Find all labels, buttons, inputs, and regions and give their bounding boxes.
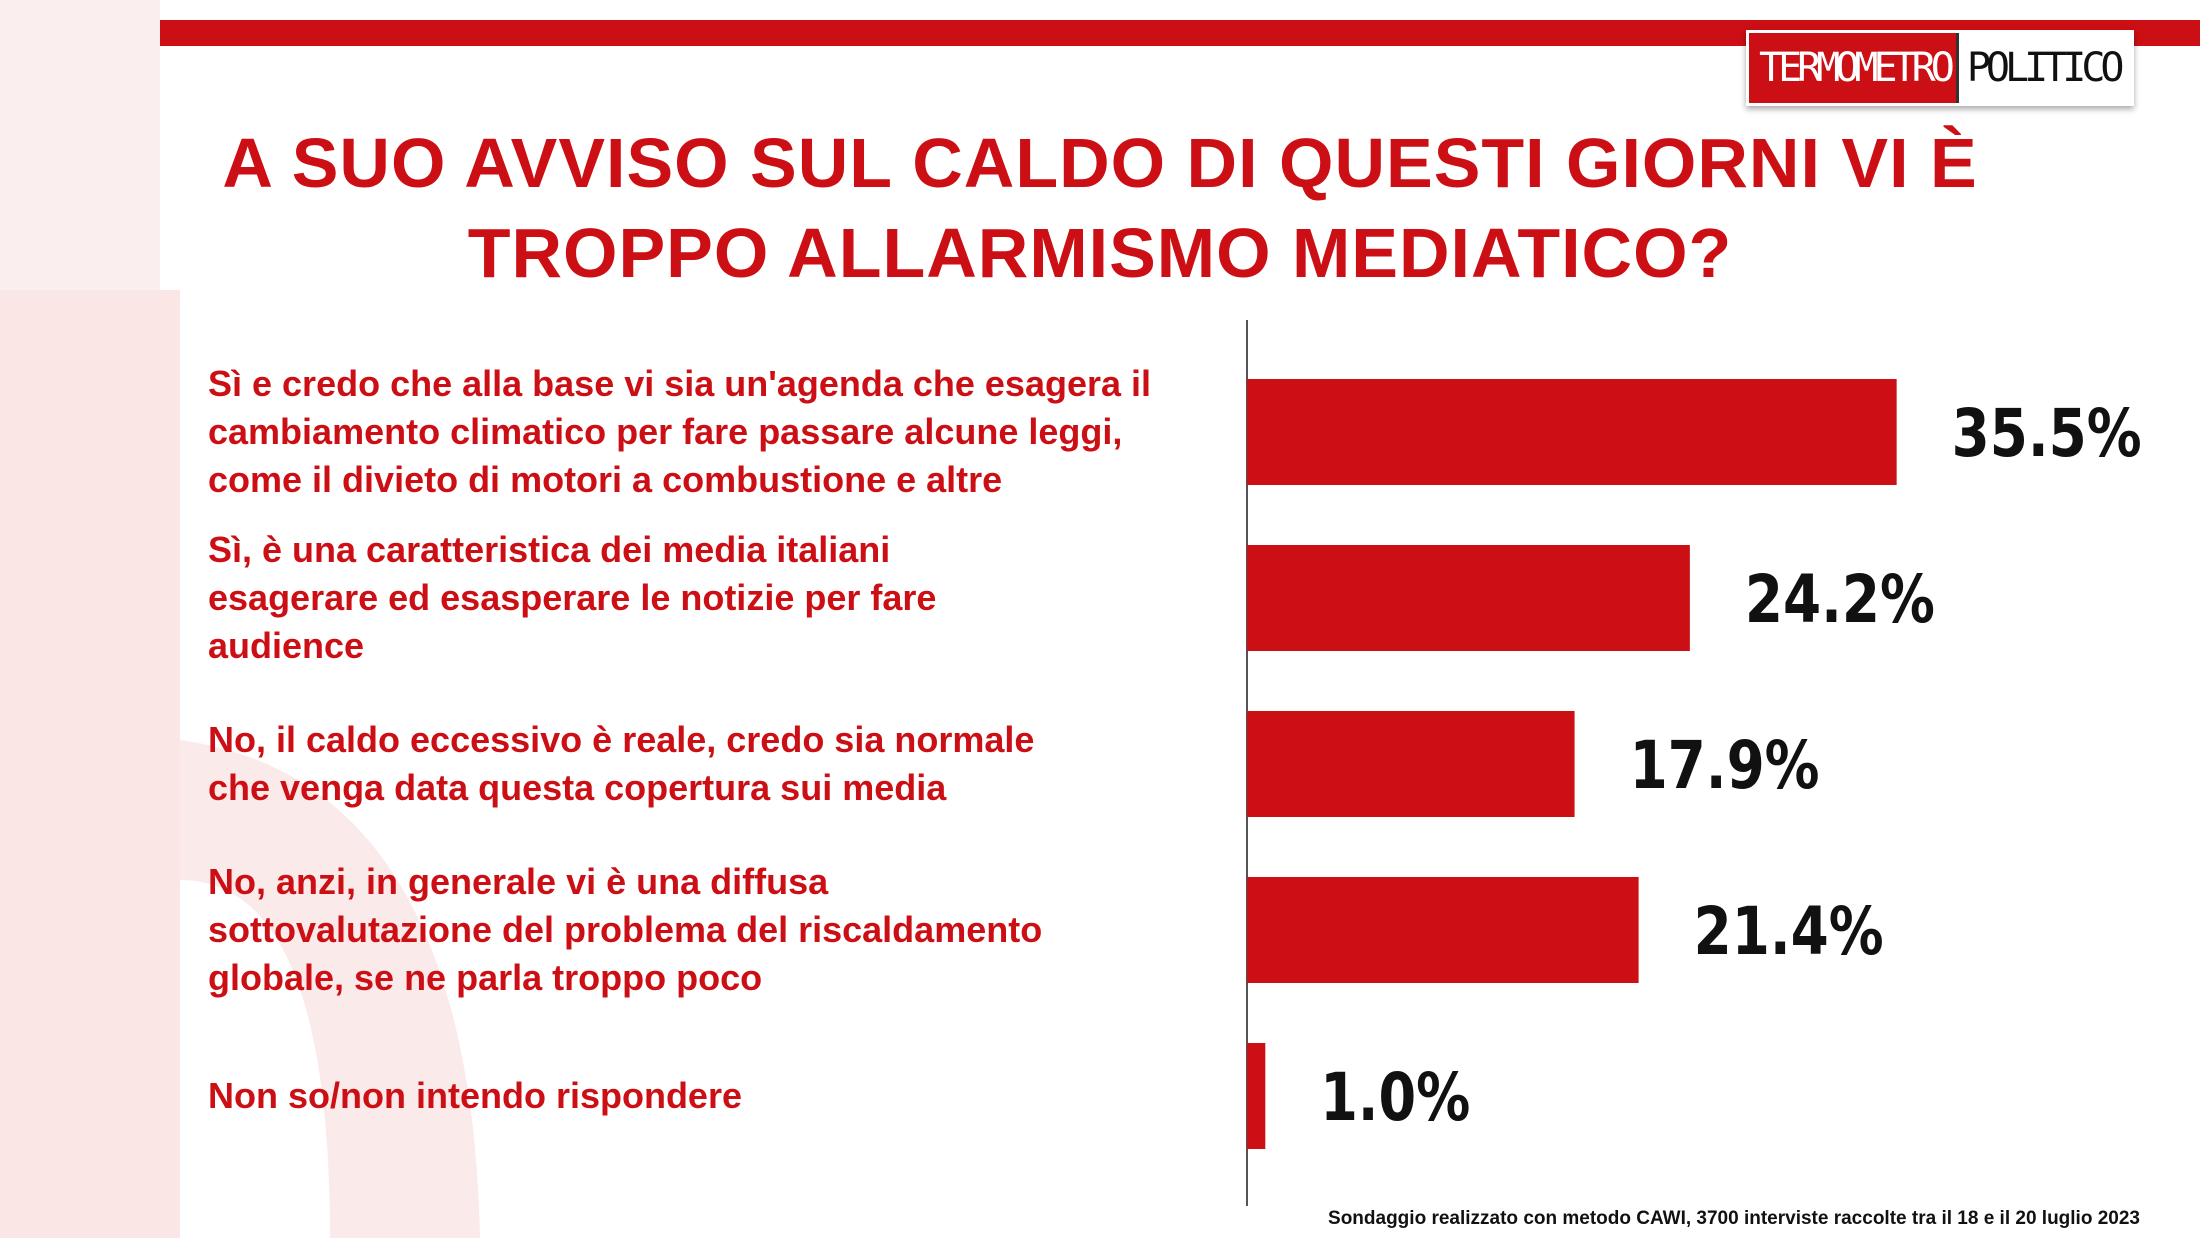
logo-part-red: TERMOMETRO [1749, 33, 1956, 103]
category-label-line: che venga data questa copertura sui medi… [208, 767, 947, 808]
bar-2 [1247, 545, 1690, 651]
survey-footnote: Sondaggio realizzato con metodo CAWI, 37… [1328, 1208, 2140, 1229]
category-label-line: come il divieto di motori a combustione … [208, 459, 1002, 500]
bar-1 [1247, 379, 1897, 485]
bar-5 [1247, 1043, 1266, 1149]
logo-part-white: POLITICO [1955, 33, 2132, 103]
category-label-line: sottovalutazione del problema del riscal… [208, 909, 1042, 950]
category-label-line: globale, se ne parla troppo poco [208, 957, 762, 998]
value-label-5: 1.0% [1320, 1059, 1470, 1136]
category-label-line: Sì, è una caratteristica dei media itali… [208, 529, 890, 570]
category-label-line: Non so/non intendo rispondere [208, 1075, 742, 1116]
value-label-2: 24.2% [1745, 561, 1935, 638]
category-label-line: Sì e credo che alla base vi sia un'agend… [208, 363, 1151, 404]
bar-3 [1247, 711, 1575, 817]
category-label-line: No, anzi, in generale vi è una diffusa [208, 861, 829, 902]
background-watermark [0, 0, 480, 1238]
category-label-5: Non so/non intendo rispondere [208, 1075, 742, 1116]
category-label-line: No, il caldo eccessivo è reale, credo si… [208, 719, 1034, 760]
category-label-2: Sì, è una caratteristica dei media itali… [208, 529, 936, 666]
poll-question-title: A SUO AVVISO SUL CALDO DI QUESTI GIORNI … [222, 124, 1978, 292]
value-label-4: 21.4% [1694, 893, 1884, 970]
category-label-line: audience [208, 625, 364, 666]
termometro-politico-logo: TERMOMETRO POLITICO [1746, 30, 2135, 106]
category-label-line: esagerare ed esasperare le notizie per f… [208, 577, 936, 618]
category-label-3: No, il caldo eccessivo è reale, credo si… [208, 719, 1034, 808]
category-label-4: No, anzi, in generale vi è una diffusa so… [208, 861, 1042, 998]
value-label-3: 17.9% [1630, 727, 1820, 804]
category-label-1: Sì e credo che alla base vi sia un'agend… [208, 363, 1151, 500]
value-label-1: 35.5% [1952, 395, 2142, 472]
bar-4 [1247, 877, 1639, 983]
category-label-line: cambiamento climatico per fare passare a… [208, 411, 1122, 452]
